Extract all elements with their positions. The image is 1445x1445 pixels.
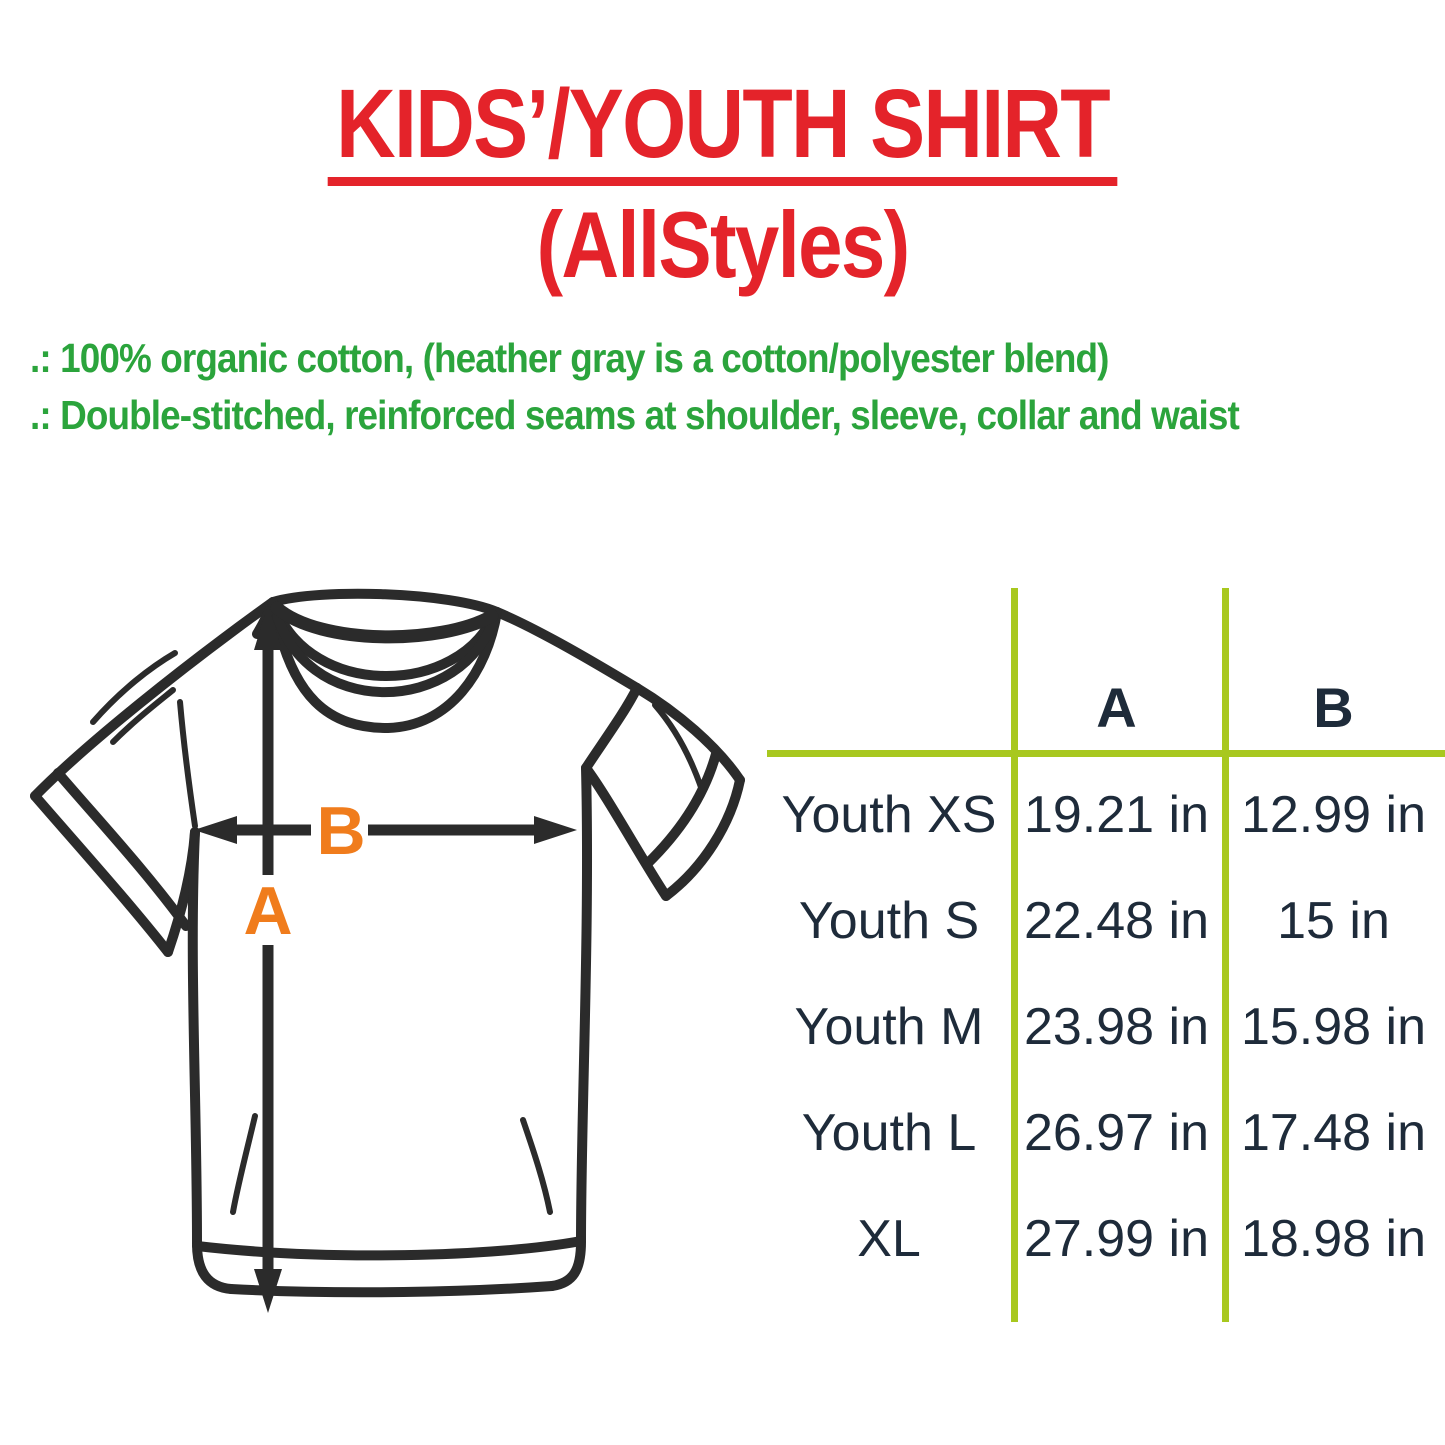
measurement-b-value: 15 in	[1277, 892, 1390, 950]
tshirt-measurement-diagram: B A	[30, 588, 745, 1313]
table-row: Youth S 22.48 in 15 in	[767, 886, 1445, 956]
size-label: XL	[857, 1210, 921, 1268]
table-row: XL 27.99 in 18.98 in	[767, 1204, 1445, 1274]
tshirt-outline	[30, 588, 745, 1298]
column-header-size	[767, 676, 1011, 740]
size-label: Youth M	[794, 998, 984, 1056]
fabric-creases	[90, 650, 705, 1215]
table-header-row: A B	[767, 676, 1445, 740]
size-chart: A B Youth XS 19.21 in 12.99 in Youth S 2…	[767, 580, 1445, 1340]
measurement-a-value: 27.99 in	[1023, 1210, 1210, 1268]
measurement-b-value: 17.48 in	[1240, 1104, 1427, 1162]
size-label: Youth XS	[781, 786, 997, 844]
measurement-a-value: 23.98 in	[1023, 998, 1210, 1056]
table-divider-vertical	[1222, 588, 1229, 1322]
table-row: Youth XS 19.21 in 12.99 in	[767, 780, 1445, 850]
measurement-a-value: 19.21 in	[1023, 786, 1210, 844]
page-title: KIDS’/YOUTH SHIRT	[0, 73, 1445, 186]
table-divider-vertical	[1011, 588, 1018, 1322]
measurement-label-b: B	[316, 793, 365, 869]
measurement-arrowheads	[194, 604, 577, 1313]
page-subtitle: (AllStyles)	[536, 191, 910, 297]
table-divider-horizontal	[767, 750, 1445, 757]
measurement-label-a: A	[243, 873, 292, 949]
page-title-text: KIDS’/YOUTH SHIRT	[327, 73, 1118, 186]
column-header-a: A	[1096, 676, 1137, 739]
header: KIDS’/YOUTH SHIRT (AllStyles)	[0, 73, 1445, 295]
measurement-b-value: 12.99 in	[1240, 786, 1427, 844]
column-header-b: B	[1313, 676, 1354, 739]
size-label: Youth S	[798, 892, 980, 950]
measurement-lines	[235, 644, 536, 1273]
measurement-a-value: 22.48 in	[1023, 892, 1210, 950]
table-row: Youth M 23.98 in 15.98 in	[767, 992, 1445, 1062]
measurement-b-value: 15.98 in	[1240, 998, 1427, 1056]
feature-item: .: 100% organic cotton, (heather gray is…	[30, 335, 1109, 381]
measurement-a-value: 26.97 in	[1023, 1104, 1210, 1162]
measurement-b-value: 18.98 in	[1240, 1210, 1427, 1268]
feature-list: .: 100% organic cotton, (heather gray is…	[30, 330, 1240, 444]
feature-item: .: Double-stitched, reinforced seams at …	[30, 392, 1240, 438]
table-row: Youth L 26.97 in 17.48 in	[767, 1098, 1445, 1168]
collar-rib-bar	[270, 601, 499, 644]
size-label: Youth L	[801, 1104, 977, 1162]
